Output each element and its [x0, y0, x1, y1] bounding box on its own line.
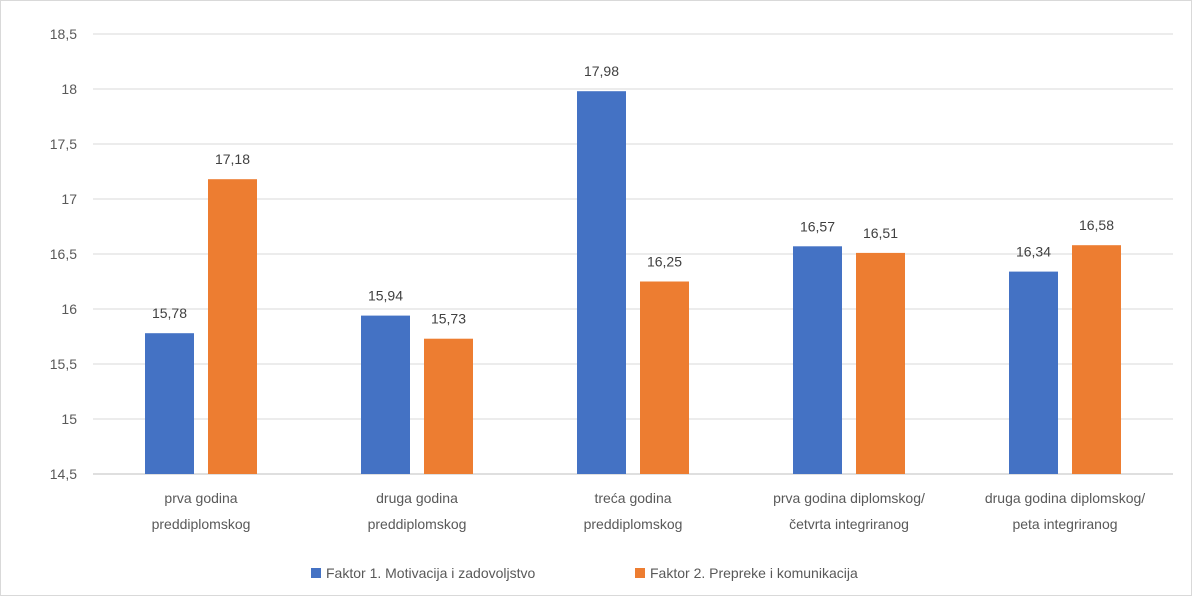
y-tick-label: 15: [61, 411, 77, 427]
x-axis-categories: prva godina preddiplomskog druga godina pre…: [152, 490, 1146, 532]
bar-series-2: [208, 179, 257, 474]
y-tick-label: 18,5: [50, 26, 77, 42]
data-labels: 15,78 17,18 15,94 15,73 17,98 16,25 16,57 16,51…: [152, 63, 1114, 327]
data-label: 16,25: [647, 254, 682, 270]
y-axis-ticks: 14,5 15 15,5 16 16,5 17 17,5 18 18,5: [50, 26, 77, 482]
data-label: 17,98: [584, 63, 619, 79]
category-label: preddiplomskog: [584, 516, 683, 532]
y-tick-label: 18: [61, 81, 77, 97]
bar-series-2: [640, 281, 689, 474]
bars: [145, 91, 1121, 474]
y-tick-label: 16: [61, 301, 77, 317]
bar-series-1: [145, 333, 194, 474]
bar-series-2: [424, 338, 473, 474]
legend-label-series-2: Faktor 2. Prepreke i komunikacija: [650, 565, 858, 581]
category-label: prva godina: [164, 490, 237, 506]
category-label: preddiplomskog: [152, 516, 251, 532]
data-label: 16,51: [863, 225, 898, 241]
bar-series-1: [1009, 271, 1058, 474]
category-label: četvrta integriranog: [789, 516, 909, 532]
data-label: 16,34: [1016, 244, 1051, 260]
data-label: 16,57: [800, 218, 835, 234]
bar-series-1: [361, 315, 410, 474]
legend-swatch-series-1: [311, 568, 321, 578]
category-label: druga godina diplomskog/: [985, 490, 1145, 506]
bar-series-1: [793, 246, 842, 474]
bar-series-2: [856, 252, 905, 474]
data-label: 15,94: [368, 288, 403, 304]
category-label: druga godina: [376, 490, 458, 506]
data-label: 15,78: [152, 305, 187, 321]
category-label: prva godina diplomskog/: [773, 490, 925, 506]
legend: Faktor 1. Motivacija i zadovoljstvo Fakto…: [311, 565, 858, 581]
bar-series-1: [577, 91, 626, 474]
y-tick-label: 14,5: [50, 466, 77, 482]
category-label: treća godina: [594, 490, 671, 506]
legend-label-series-1: Faktor 1. Motivacija i zadovoljstvo: [326, 565, 536, 581]
y-tick-label: 17: [61, 191, 77, 207]
data-label: 15,73: [431, 311, 466, 327]
category-label: preddiplomskog: [368, 516, 467, 532]
y-tick-label: 15,5: [50, 356, 77, 372]
bar-series-2: [1072, 245, 1121, 474]
data-label: 17,18: [215, 151, 250, 167]
category-label: peta integriranog: [1012, 516, 1117, 532]
data-label: 16,58: [1079, 217, 1114, 233]
y-tick-label: 16,5: [50, 246, 77, 262]
y-tick-label: 17,5: [50, 136, 77, 152]
legend-swatch-series-2: [635, 568, 645, 578]
gridlines: [93, 33, 1173, 475]
